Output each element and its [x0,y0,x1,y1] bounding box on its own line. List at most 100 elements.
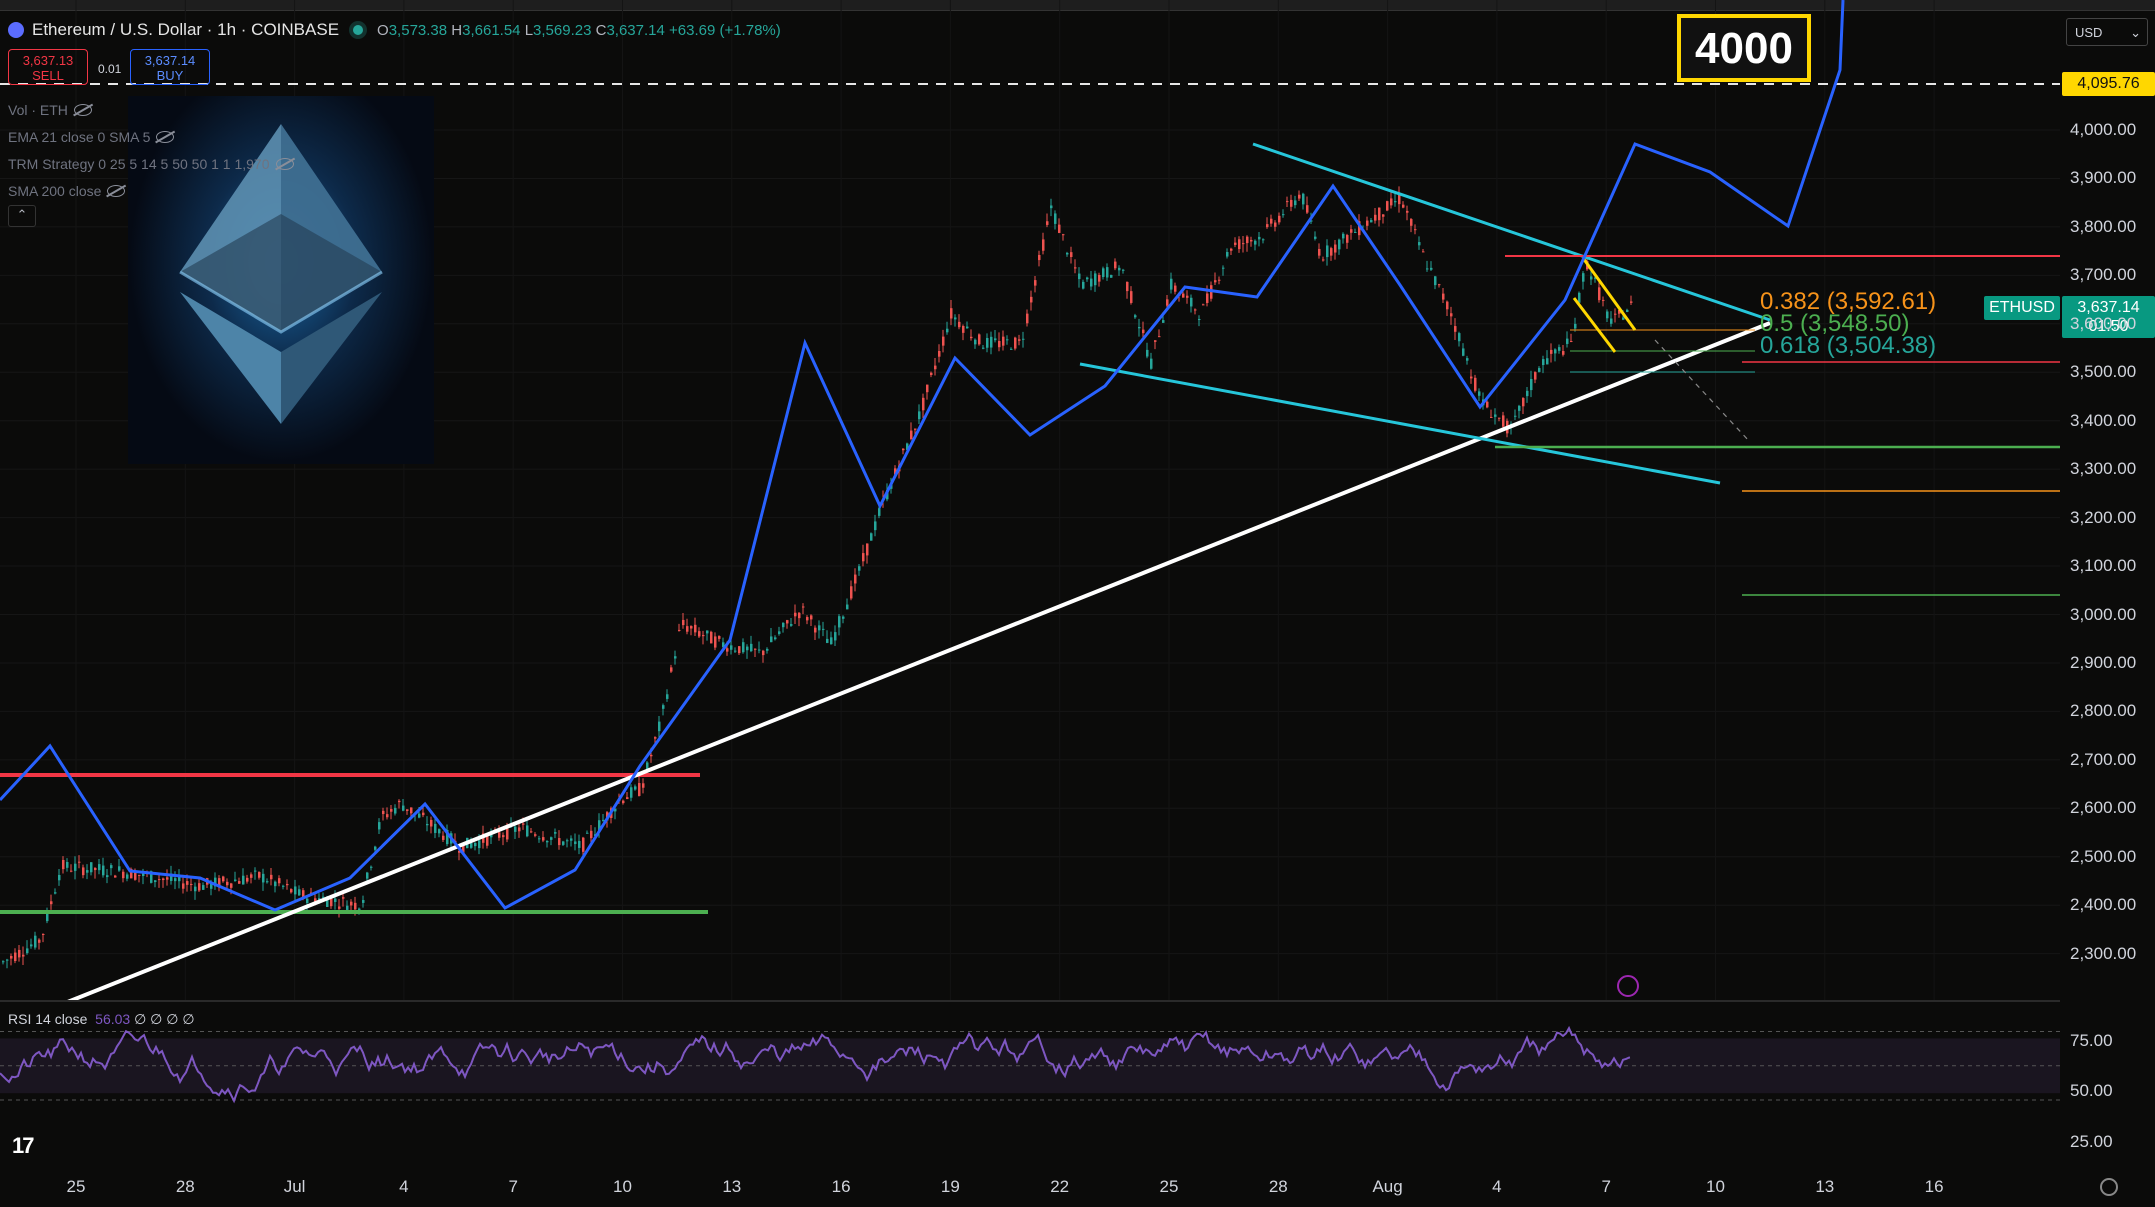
pane-divider[interactable] [0,1000,2060,1002]
projection-zigzag[interactable] [0,0,1845,912]
candle [1138,318,1141,337]
candle [1174,282,1177,295]
candle [1514,409,1517,420]
candle [918,404,921,425]
hidden-eye-icon[interactable] [73,103,92,116]
candle [710,630,713,644]
collapse-indicators-button[interactable]: ⌃ [8,205,36,227]
time-axis-label: 10 [1706,1177,1725,1196]
time-axis-label: 22 [1050,1177,1070,1196]
candle [874,514,877,537]
bull-flag-lower[interactable] [1572,297,1617,353]
rsi-pane[interactable] [0,1003,2060,1168]
price-chart[interactable] [0,0,2060,1000]
candle [1442,288,1445,304]
candle [566,838,569,848]
symbol-title[interactable]: Ethereum / U.S. Dollar · 1h · COINBASE [32,20,340,39]
candle [630,784,633,802]
time-axis-label: 19 [940,1177,960,1196]
candle [434,818,437,839]
candle [390,805,393,820]
time-axis-label: 13 [722,1177,742,1196]
candle [130,867,133,879]
candle [990,331,993,355]
price-axis-label: 2,800.00 [2070,701,2137,721]
buy-button[interactable]: 3,637.14 BUY [130,49,210,85]
candle [1214,272,1217,286]
price-axis-label: 2,600.00 [2070,798,2137,818]
candle [1286,196,1289,208]
currency-selector[interactable]: USD ⌄ [2066,18,2148,46]
candle [550,836,553,846]
candle [694,617,697,637]
candle [1018,334,1021,346]
fib-0382-label[interactable]: 0.382 (3,592.61) [1760,288,1937,315]
candle [1342,232,1345,244]
candle [10,953,13,966]
indicator-ema[interactable]: EMA 21 close 0 SMA 5 [8,123,294,150]
candle [1450,306,1453,325]
candle [1426,260,1429,272]
fib-0618-label[interactable]: 0.618 (3,504.38) [1760,332,1937,359]
candle [538,835,541,843]
candle [1478,388,1481,401]
candle [294,879,297,903]
ethereum-logo-image [128,96,434,464]
rsi-legend[interactable]: RSI 14 close 56.03 ∅ ∅ ∅ ∅ [8,1011,195,1027]
fib-05-label[interactable]: 0.5 (3,548.50) [1760,310,1910,337]
indicator-trm[interactable]: TRM Strategy 0 25 5 14 5 50 50 1 1 1,970 [8,150,294,177]
candle [366,871,369,882]
settings-gear-icon[interactable] [2100,1178,2118,1196]
candle [602,813,605,822]
candle [438,828,441,838]
hidden-eye-icon[interactable] [156,130,175,143]
candle [622,799,625,805]
candle [1002,330,1005,351]
candle [182,874,185,894]
candle [850,580,853,601]
bull-flag-upper[interactable] [1581,257,1637,331]
dashed-level-price-tag: 4,095.76 [2062,72,2155,96]
candle [570,835,573,847]
candle [1370,218,1373,223]
indicator-sma[interactable]: SMA 200 close [8,177,294,204]
hidden-eye-icon[interactable] [107,184,126,197]
candle [218,875,221,892]
descending-channel-upper[interactable] [1252,142,1771,322]
candle [1614,308,1617,323]
candle [1522,397,1525,415]
candle [1086,276,1089,282]
candle [662,703,665,716]
symbol-legend[interactable]: Ethereum / U.S. Dollar · 1h · COINBASE O… [8,20,781,40]
projection-dashed[interactable] [1654,339,1751,443]
candle [702,630,705,645]
indicator-vol[interactable]: Vol · ETH [8,96,294,123]
candle [1610,311,1613,327]
hidden-eye-icon[interactable] [275,157,294,170]
candle [1026,309,1029,327]
candle [54,888,57,895]
tradingview-logo[interactable]: 17 [12,1133,35,1158]
candle [250,872,253,884]
candle [1182,291,1185,298]
descending-channel-lower[interactable] [1079,362,1721,485]
candle [1490,409,1493,418]
candle [338,899,341,918]
replay-icon[interactable] [1617,975,1639,997]
candle [1194,308,1197,315]
candle [922,393,925,419]
sell-button[interactable]: 3,637.13 SELL [8,49,88,85]
annotation-4000[interactable]: 4000 [1677,14,1811,82]
candle [858,564,861,576]
candle [90,862,93,876]
candle [1054,210,1057,230]
candle [66,858,69,872]
price-axis-label: 3,200.00 [2070,507,2137,527]
candle [1126,281,1129,299]
candle [1186,290,1189,304]
candle [1134,313,1137,319]
price-axis-label: 3,000.00 [2070,604,2137,624]
candle [534,832,537,838]
ascending-trendline[interactable] [60,321,1771,1000]
